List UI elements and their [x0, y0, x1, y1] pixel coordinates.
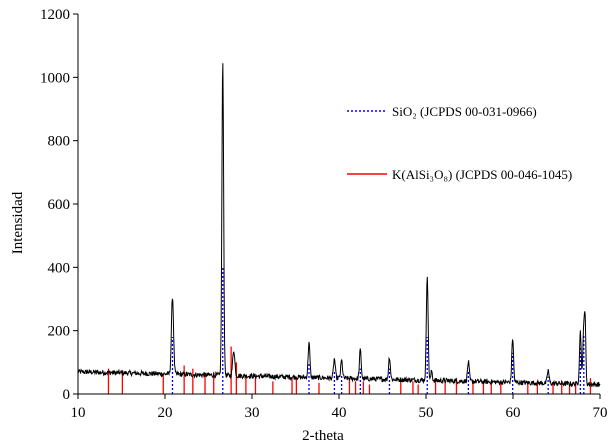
y-tick-label: 800 [48, 134, 71, 150]
y-tick-label: 1200 [40, 7, 70, 23]
y-tick-label: 400 [48, 260, 71, 276]
y-axis-title: Intensidad [10, 191, 26, 254]
legend-label-feldspar: K(AlSi₃O₈) (JCPDS 00-046-1045) [392, 167, 572, 182]
x-tick-label: 50 [419, 405, 434, 421]
plot-area [77, 63, 601, 394]
y-tick-label: 0 [63, 387, 71, 403]
diffraction-pattern-line [77, 63, 601, 388]
axes: 10 20 30 40 50 60 70 0 200 400 600 800 1000 1200 [40, 7, 608, 421]
x-tick-label: 70 [593, 405, 608, 421]
x-tick-label: 20 [158, 405, 173, 421]
x-tick-label: 30 [245, 405, 260, 421]
y-tick-label: 600 [48, 197, 71, 213]
y-tick-label: 1000 [40, 70, 70, 86]
x-tick-label: 10 [71, 405, 86, 421]
y-tick-label: 200 [48, 324, 71, 340]
legend-label-sio2: SiO₂ (JCPDS 00-031-0966) [392, 104, 537, 119]
x-tick-label: 60 [506, 405, 521, 421]
x-tick-label: 40 [332, 405, 347, 421]
legend: SiO₂ (JCPDS 00-031-0966) K(AlSi₃O₈) (JCP… [347, 104, 572, 182]
x-axis-title: 2-theta [302, 428, 344, 444]
